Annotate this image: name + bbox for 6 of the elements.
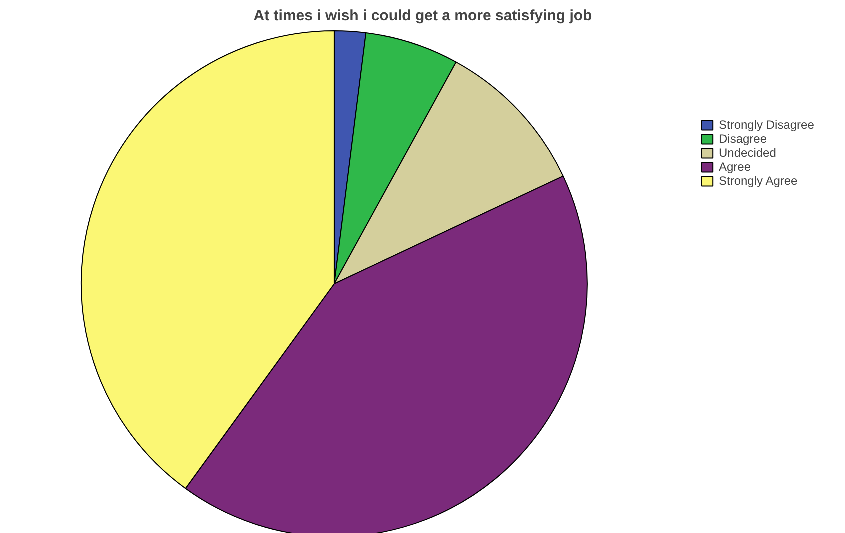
legend-label: Disagree bbox=[719, 132, 768, 146]
chart-title: At times i wish i could get a more satisfying job bbox=[254, 8, 592, 24]
legend-label: Undecided bbox=[719, 146, 776, 160]
legend-label: Strongly Disagree bbox=[719, 118, 814, 132]
legend-label: Strongly Agree bbox=[719, 174, 798, 188]
legend-label: Agree bbox=[719, 160, 752, 174]
